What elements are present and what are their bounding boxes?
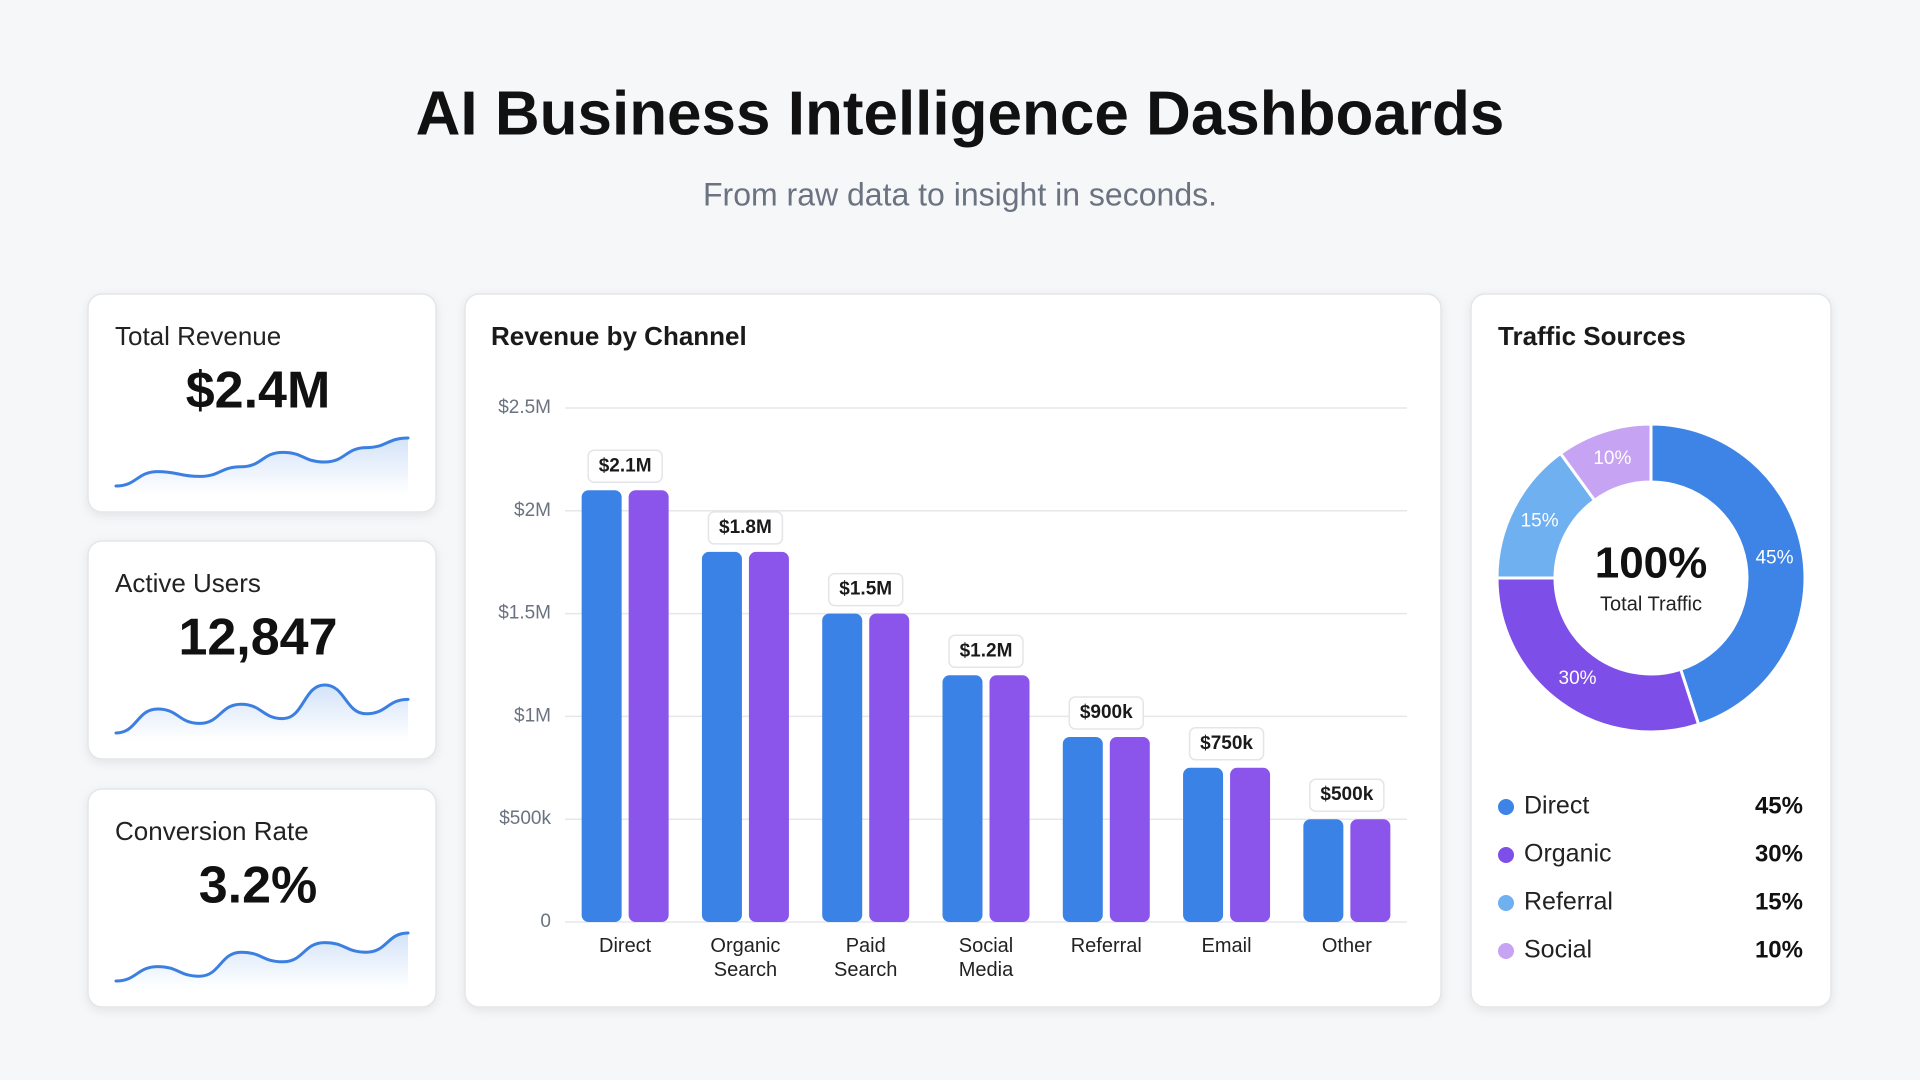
y-tick-label: 0 — [540, 911, 551, 932]
slice-label: 30% — [1559, 668, 1597, 689]
slice-label: 10% — [1593, 448, 1631, 469]
bar — [942, 675, 983, 922]
legend-dot — [1498, 847, 1514, 863]
legend-label: Direct — [1524, 792, 1589, 820]
slice-label: 45% — [1755, 547, 1793, 568]
legend-dot — [1498, 799, 1514, 815]
slice-label: 15% — [1521, 510, 1559, 531]
bar — [1350, 819, 1391, 922]
kpi-value: 12,847 — [178, 609, 337, 667]
kpi-label: Total Revenue — [115, 321, 281, 351]
bar — [869, 613, 910, 922]
x-tick-label: Email — [1201, 935, 1252, 957]
x-tick-label: Paid Search — [834, 935, 898, 981]
y-tick-label: $1.5M — [498, 603, 551, 624]
bar — [989, 675, 1030, 922]
chart-title: Revenue by Channel — [491, 321, 747, 351]
pie-slice — [1649, 422, 1807, 727]
value-label: $500k — [1320, 784, 1373, 805]
x-tick-label: Referral — [1070, 935, 1142, 957]
pie-slice — [1558, 422, 1653, 503]
value-label: $1.8M — [719, 517, 772, 538]
center-label: 100% — [1595, 539, 1708, 588]
legend-value: 10% — [1755, 936, 1803, 963]
y-tick-label: $2.5M — [498, 397, 551, 418]
y-tick-label: $1M — [514, 705, 551, 726]
bar — [628, 490, 669, 922]
legend-value: 45% — [1755, 792, 1803, 819]
y-tick-label: $2M — [514, 500, 551, 521]
bar — [581, 490, 622, 922]
x-tick-label: Social Media — [958, 935, 1014, 981]
legend-dot — [1498, 943, 1514, 959]
y-tick-label: $500k — [499, 808, 551, 829]
bar — [1183, 767, 1224, 922]
sparkline — [114, 931, 410, 983]
bar — [1230, 767, 1271, 922]
page-subtitle: From raw data to insight in seconds. — [703, 176, 1217, 212]
bar — [1303, 819, 1344, 922]
x-tick-label: Other — [1321, 935, 1372, 957]
chart-title: Traffic Sources — [1498, 321, 1686, 351]
page-title: AI Business Intelligence Dashboards — [416, 79, 1505, 148]
value-label: $1.2M — [960, 640, 1013, 661]
bar — [701, 551, 742, 922]
kpi-value: 3.2% — [199, 857, 318, 915]
x-tick-label: Direct — [599, 935, 652, 957]
kpi-label: Active Users — [115, 568, 261, 598]
value-label-box — [1188, 727, 1265, 761]
legend-dot — [1498, 895, 1514, 911]
value-label: $750k — [1200, 733, 1253, 754]
value-label-box — [587, 449, 663, 483]
value-label-box — [1309, 778, 1385, 812]
bar — [822, 613, 863, 922]
x-tick-label: Organic Search — [710, 935, 781, 981]
value-label: $2.1M — [599, 455, 652, 476]
sparkline-area — [116, 438, 408, 494]
bar — [748, 551, 789, 922]
legend-label: Referral — [1524, 888, 1613, 916]
value-label: $900k — [1080, 702, 1133, 723]
bar — [1062, 736, 1103, 922]
value-label: $1.5M — [839, 579, 892, 600]
bar — [1109, 736, 1150, 922]
sparkline-area — [116, 933, 408, 989]
value-label-box — [948, 634, 1024, 669]
kpi-value: $2.4M — [186, 362, 331, 420]
center-caption: Total Traffic — [1600, 593, 1702, 615]
value-label-box — [827, 572, 904, 607]
value-label-box — [1068, 696, 1145, 730]
sparkline — [114, 436, 410, 488]
sparkline — [114, 683, 410, 735]
value-label-box — [707, 511, 784, 545]
legend-label: Social — [1524, 936, 1592, 964]
kpi-label: Conversion Rate — [115, 816, 309, 846]
legend-label: Organic — [1524, 840, 1612, 868]
legend-value: 30% — [1755, 840, 1803, 867]
pie-slice — [1495, 576, 1701, 734]
legend-value: 15% — [1755, 888, 1803, 915]
